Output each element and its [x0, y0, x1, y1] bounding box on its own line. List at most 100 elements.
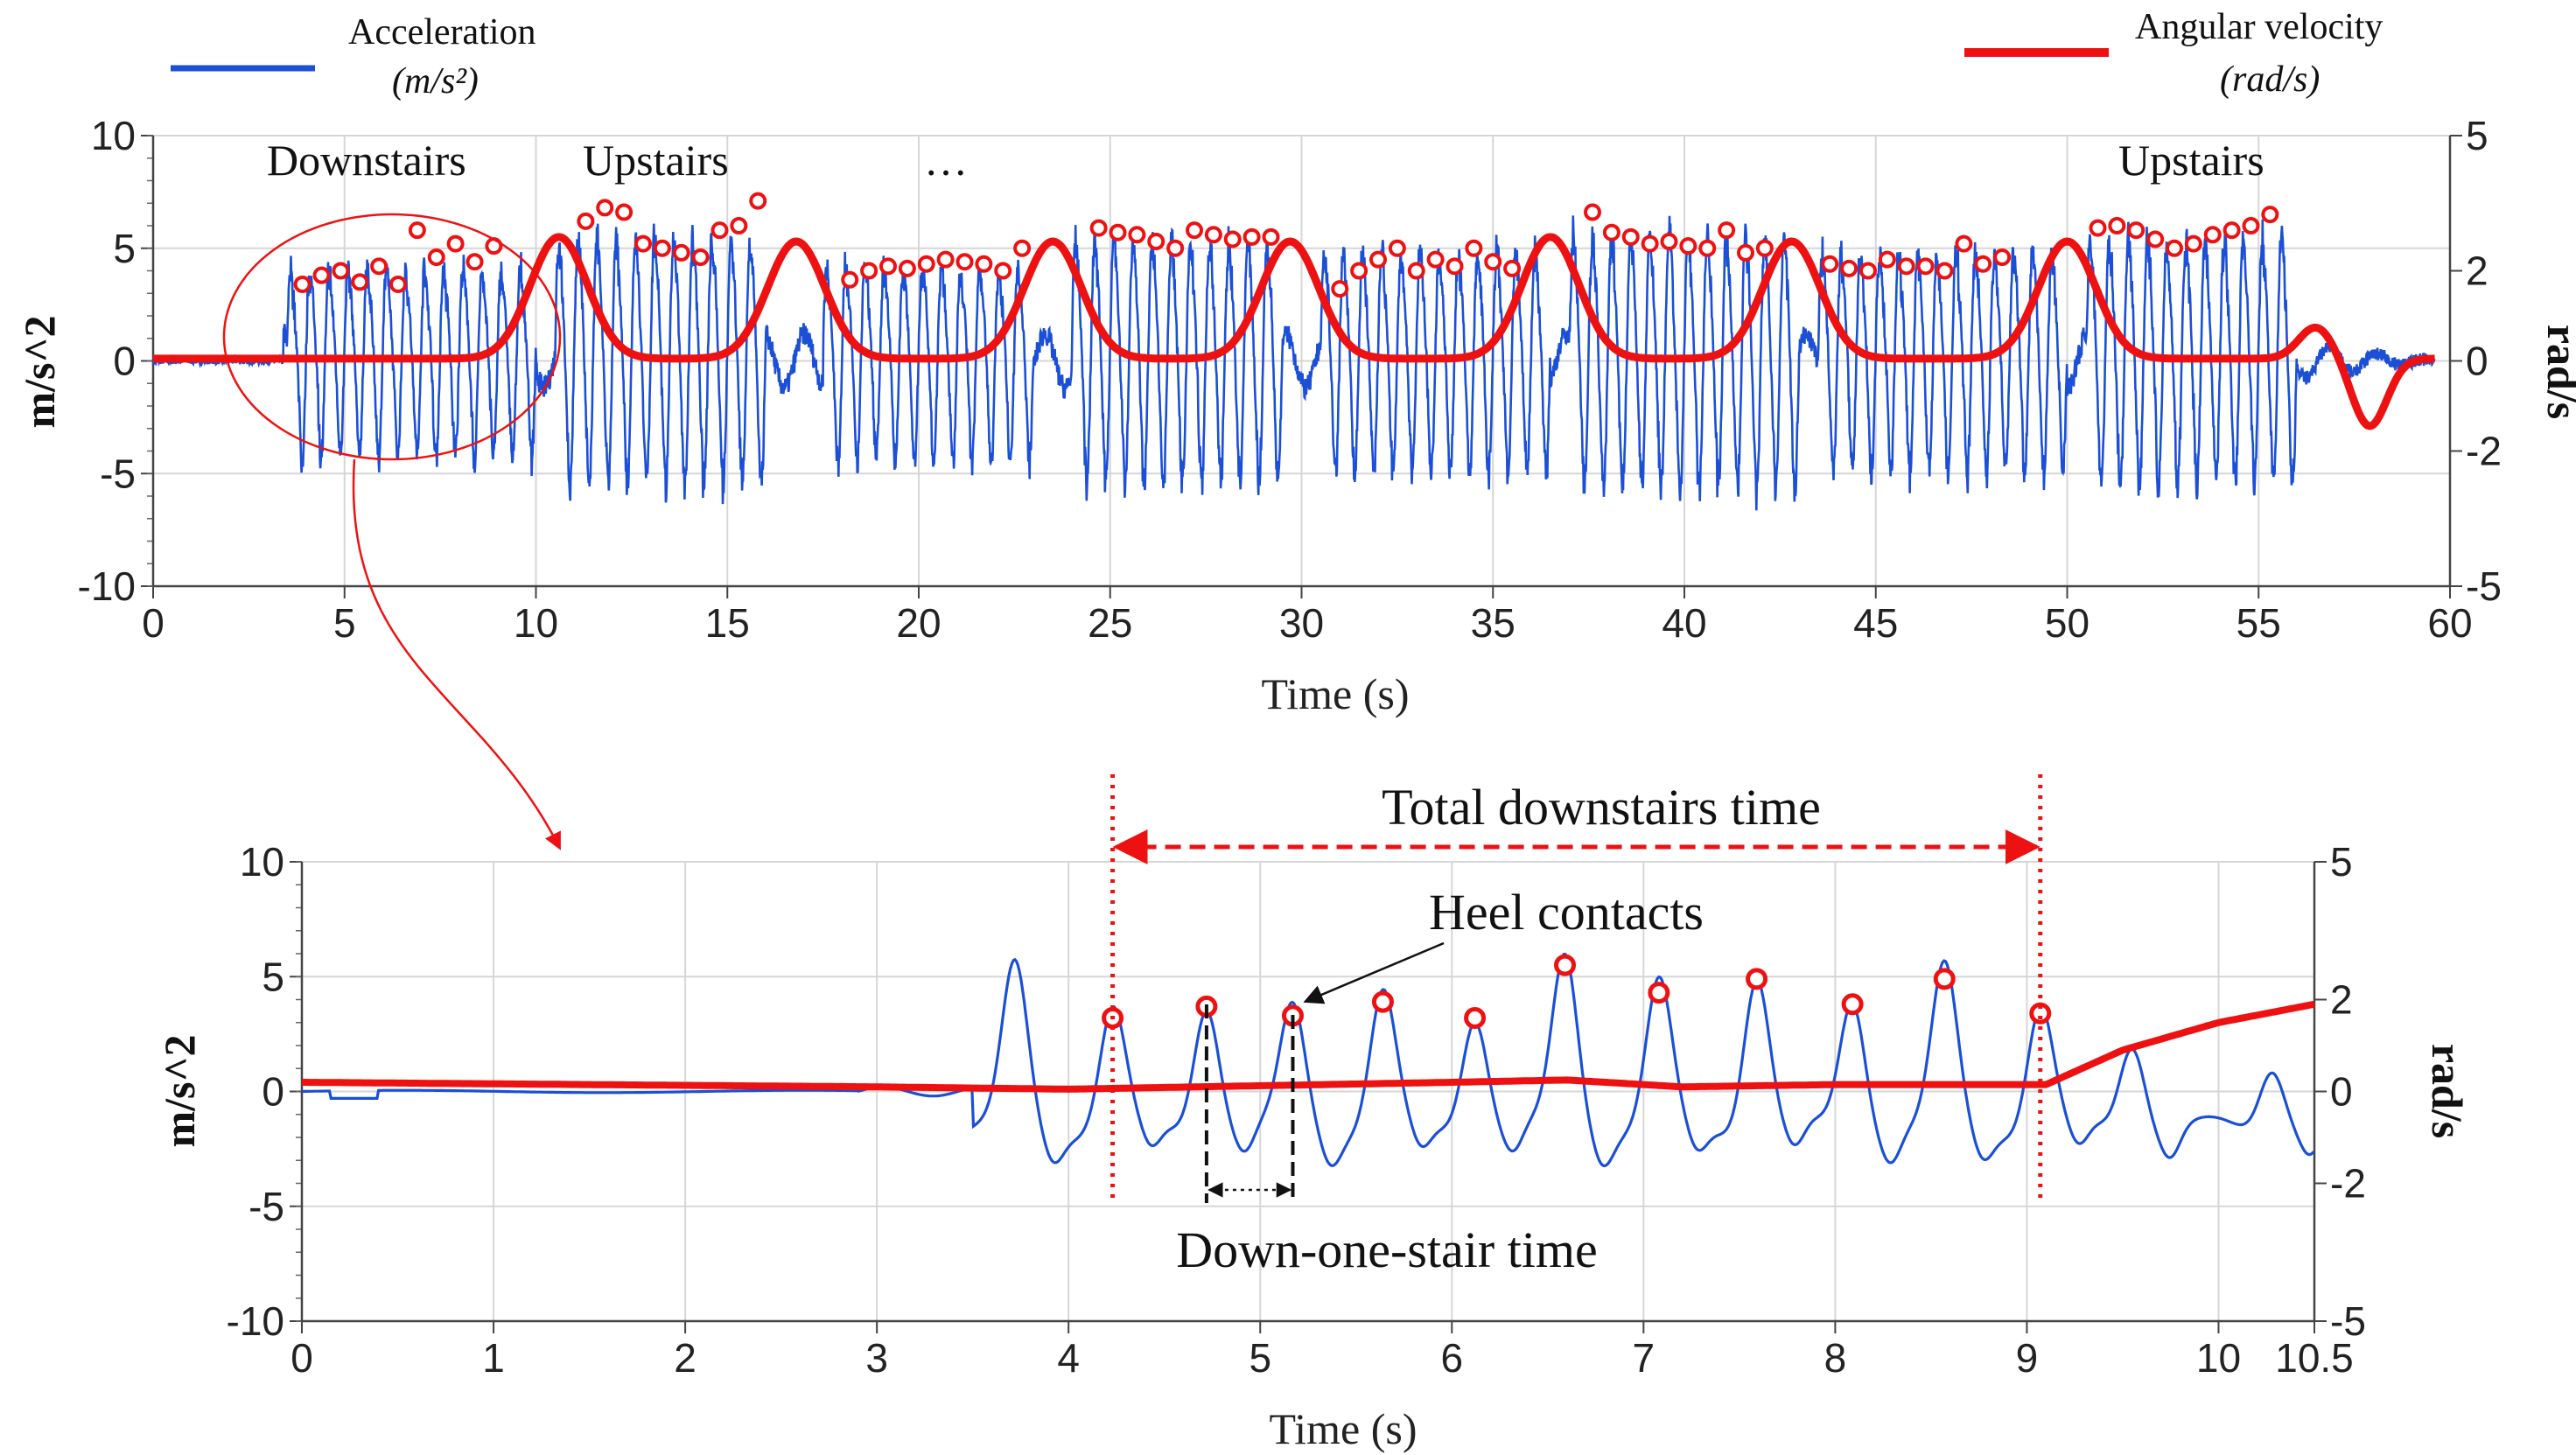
- top-y-tick-label: 5: [113, 226, 136, 271]
- top-y-tick-label: 10: [91, 113, 136, 158]
- top-heel-contact-marker: [956, 253, 974, 271]
- top-heel-contact-marker: [596, 199, 614, 217]
- bottom-heel-contact-marker: [1746, 968, 1768, 990]
- top-heel-contact-marker: [1679, 237, 1698, 255]
- top-heel-contact-marker: [653, 239, 671, 257]
- top-heel-contact-marker: [1484, 253, 1502, 271]
- top-heel-contact-marker: [672, 243, 690, 262]
- top-heel-contact-marker: [408, 221, 426, 240]
- top-y-tick-label: 0: [113, 339, 136, 384]
- bottom-y2-axis-label: rad/s: [2423, 1044, 2472, 1138]
- top-heel-contact-marker: [446, 234, 465, 253]
- top-heel-contact-marker: [1916, 257, 1935, 276]
- top-heel-contact-marker: [1936, 262, 1954, 280]
- top-heel-contact-marker: [1204, 226, 1222, 244]
- top-heel-contact-marker: [1974, 255, 1992, 273]
- top-x-tick-label: 5: [333, 600, 356, 646]
- bottom-heel-contact-marker: [1648, 982, 1670, 1004]
- annotation-ellipsis: …: [924, 136, 968, 185]
- top-heel-contact-marker: [1147, 233, 1166, 251]
- top-heel-contact-marker: [427, 248, 445, 267]
- top-x-tick-label: 60: [2427, 600, 2472, 646]
- bottom-x-tick-label: 7: [1633, 1335, 1656, 1381]
- top-heel-markers: [293, 192, 2279, 298]
- top-heel-contact-marker: [1584, 203, 1601, 221]
- top-heel-contact-marker: [841, 270, 859, 289]
- top-y-axis-label: m/s^2: [15, 315, 64, 428]
- bottom-x-tick-label: 4: [1057, 1335, 1080, 1381]
- bottom-annotations: [1110, 774, 2043, 1203]
- top-heel-contact-marker: [1223, 230, 1242, 248]
- bottom-y2-tick-label: -2: [2330, 1161, 2366, 1207]
- bottom-heel-contact-marker: [1371, 990, 1394, 1013]
- top-heel-contact-marker: [389, 275, 407, 293]
- top-y2-tick-label: 5: [2466, 113, 2488, 158]
- bottom-x-tick-label: 6: [1440, 1335, 1463, 1381]
- top-heel-contact-marker: [1755, 239, 1774, 257]
- top-y2-tick-label: -2: [2466, 429, 2502, 474]
- top-heel-contact-marker: [749, 192, 767, 210]
- top-heel-contact-marker: [1821, 255, 1839, 273]
- legend-acceleration-label: Acceleration: [348, 12, 536, 52]
- bottom-x-tick-label: 1: [482, 1335, 505, 1381]
- bottom-heel-markers: [1102, 954, 2052, 1029]
- top-heel-contact-marker: [1641, 234, 1659, 253]
- top-heel-contact-marker: [860, 262, 878, 280]
- top-x-tick-label: 25: [1088, 600, 1132, 646]
- top-heel-contact-marker: [2127, 221, 2146, 240]
- top-angular-velocity-line: [150, 233, 2437, 430]
- top-heel-contact-marker: [1840, 259, 1858, 277]
- top-heel-contact-marker: [1013, 239, 1032, 257]
- top-chart: 0 5 10 15 20 25 30 35 40 45 50 55 601050-5-10520-2-5…: [15, 113, 2576, 850]
- top-x-tick-label: 20: [896, 600, 941, 646]
- top-x-tick-label: 35: [1471, 600, 1516, 646]
- top-heel-contact-marker: [1369, 250, 1387, 269]
- bottom-y2-tick-label: 2: [2330, 977, 2353, 1023]
- annotation-downstairs: Downstairs: [267, 136, 466, 185]
- annotation-upstairs-2: Upstairs: [2118, 136, 2264, 185]
- bottom-angular-velocity-line: [302, 1000, 2315, 1093]
- annotation-down-one-stair-time: Down-one-stair time: [1176, 1221, 1598, 1278]
- zoom-connector-arrow: [352, 458, 562, 850]
- top-angular-series: [150, 233, 2437, 430]
- bottom-y-axis-label: m/s^2: [155, 1034, 204, 1147]
- annotation-total-downstairs-time: Total downstairs time: [1382, 779, 1821, 836]
- top-heel-contact-marker: [332, 262, 350, 280]
- downstairs-highlight-ellipse: [222, 213, 562, 461]
- top-heel-contact-marker: [1166, 239, 1185, 257]
- top-heel-contact-marker: [710, 221, 729, 240]
- bottom-y2-tick-label: 0: [2330, 1069, 2353, 1115]
- top-heel-contact-marker: [2242, 217, 2260, 234]
- bottom-x-tick-label: 0: [290, 1335, 313, 1381]
- bottom-heel-contact-marker: [1841, 993, 1864, 1016]
- top-heel-contact-marker: [1407, 262, 1425, 280]
- top-heel-contact-marker: [1993, 248, 2012, 267]
- top-heel-contact-marker: [1446, 257, 1464, 276]
- top-x-tick-label: 10: [514, 600, 558, 646]
- top-x-tick-label: 50: [2045, 600, 2090, 646]
- top-heel-contact-marker: [1660, 233, 1678, 251]
- top-heel-contact-marker: [1242, 227, 1261, 246]
- top-heel-contact-marker: [2222, 221, 2241, 240]
- legend: Acceleration (m/s²) Angular velocity (ra…: [171, 7, 2383, 101]
- top-heel-contact-marker: [370, 257, 388, 276]
- bottom-heel-contact-marker: [1933, 968, 1956, 990]
- top-heel-contact-marker: [1503, 259, 1522, 277]
- bottom-x-axis-label: Time (s): [1269, 1404, 1417, 1453]
- top-x-tick-label: 30: [1279, 600, 1324, 646]
- top-heel-contact-marker: [730, 217, 748, 234]
- top-x-tick-label: 45: [1853, 600, 1898, 646]
- legend-angular-velocity-label: Angular velocity: [2135, 7, 2383, 47]
- top-heel-contact-marker: [1878, 250, 1896, 269]
- bottom-y-tick-label: 0: [262, 1069, 284, 1115]
- top-heel-contact-marker: [351, 273, 369, 291]
- bottom-x-tick-label: 3: [865, 1335, 888, 1381]
- top-x-axis-label: Time (s): [1261, 669, 1409, 718]
- top-heel-contact-marker: [1698, 239, 1717, 257]
- bottom-acceleration-series: [302, 952, 2315, 1168]
- top-heel-contact-marker: [634, 234, 652, 253]
- top-x-tick-label: 55: [2236, 600, 2281, 646]
- top-heel-contact-marker: [466, 253, 484, 271]
- top-heel-contact-marker: [2146, 230, 2165, 248]
- top-heel-contact-marker: [2184, 234, 2202, 253]
